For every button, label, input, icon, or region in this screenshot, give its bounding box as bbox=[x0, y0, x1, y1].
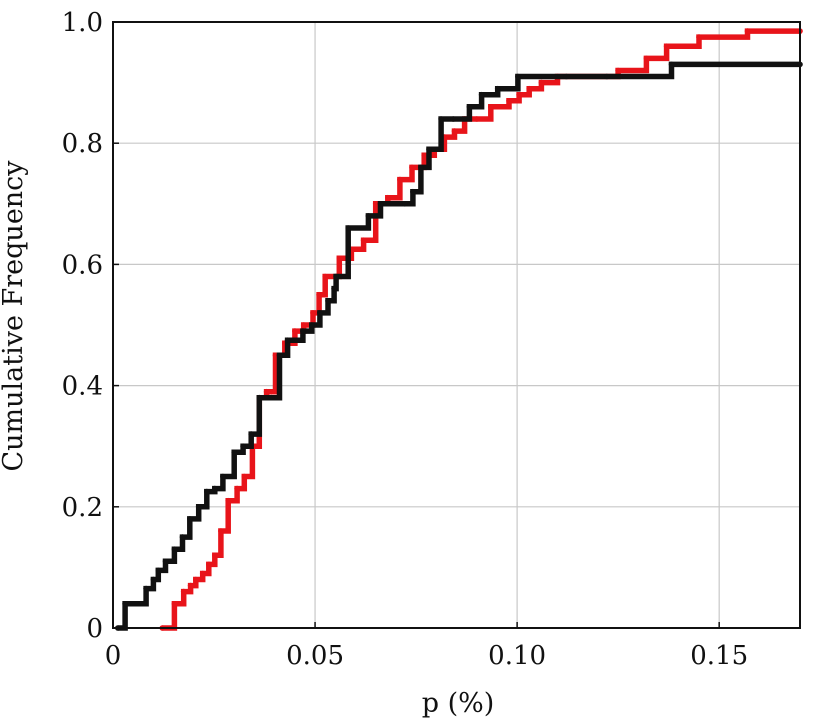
data-point bbox=[300, 322, 307, 328]
x-tick-label: 0.15 bbox=[690, 641, 748, 671]
data-point bbox=[171, 546, 178, 552]
data-point bbox=[276, 352, 283, 359]
data-point bbox=[426, 146, 432, 153]
data-point bbox=[180, 588, 187, 595]
data-point bbox=[171, 601, 178, 607]
y-tick-label: 0.2 bbox=[62, 493, 103, 523]
data-point bbox=[397, 176, 403, 183]
data-point bbox=[473, 116, 480, 122]
data-point bbox=[450, 116, 457, 122]
data-point bbox=[162, 558, 169, 565]
data-point bbox=[538, 79, 545, 86]
data-point bbox=[199, 570, 206, 577]
x-tick-label: 0 bbox=[105, 641, 122, 671]
series-2-points bbox=[115, 61, 803, 631]
data-point bbox=[506, 98, 512, 104]
data-point bbox=[268, 394, 275, 401]
data-point bbox=[248, 431, 254, 437]
data-point bbox=[526, 85, 532, 92]
data-point bbox=[316, 291, 322, 298]
data-point bbox=[234, 485, 240, 492]
data-point bbox=[193, 576, 199, 583]
data-point bbox=[663, 43, 670, 49]
data-point bbox=[322, 273, 329, 280]
data-point bbox=[438, 116, 444, 122]
data-point bbox=[204, 488, 210, 495]
data-point bbox=[478, 91, 485, 98]
data-point bbox=[696, 34, 702, 40]
data-point bbox=[744, 28, 751, 34]
data-point bbox=[225, 497, 231, 504]
data-point bbox=[292, 328, 298, 334]
data-point bbox=[643, 55, 650, 62]
data-point bbox=[377, 201, 384, 207]
grid bbox=[113, 22, 800, 628]
data-point bbox=[372, 201, 379, 207]
data-point bbox=[143, 585, 149, 592]
y-tick-label: 0 bbox=[86, 614, 103, 644]
ticks: 0 0.05 0.10 0.15 0 0.2 0.4 0.6 0.8 1.0 bbox=[62, 8, 748, 671]
data-point bbox=[409, 164, 415, 171]
data-point bbox=[668, 61, 675, 68]
data-point bbox=[604, 73, 610, 80]
x-tick-label: 0.10 bbox=[488, 641, 546, 671]
data-point bbox=[256, 394, 263, 401]
data-point bbox=[421, 152, 428, 159]
data-point bbox=[385, 194, 391, 201]
data-point bbox=[122, 601, 128, 607]
data-point bbox=[402, 201, 408, 207]
data-point bbox=[212, 485, 218, 492]
data-point bbox=[331, 285, 337, 292]
data-point bbox=[212, 552, 218, 559]
data-point bbox=[241, 473, 248, 480]
y-tick-label: 0.6 bbox=[62, 250, 103, 280]
data-point bbox=[345, 225, 352, 231]
series-line-1 bbox=[162, 28, 800, 631]
data-point bbox=[220, 473, 226, 480]
data-point bbox=[240, 443, 246, 450]
data-point bbox=[317, 310, 323, 316]
x-tick-label: 0.05 bbox=[286, 641, 344, 671]
data-point bbox=[231, 449, 237, 456]
y-axis-title: Cumulative Frequency bbox=[0, 160, 29, 472]
data-point bbox=[300, 328, 306, 334]
y-tick-label: 0.8 bbox=[62, 129, 103, 159]
plot-frame bbox=[112, 21, 801, 629]
data-point bbox=[451, 128, 458, 134]
data-point bbox=[360, 237, 367, 243]
data-point bbox=[515, 73, 521, 80]
data-point bbox=[336, 255, 343, 262]
series-layer bbox=[115, 28, 803, 631]
data-point bbox=[195, 504, 202, 510]
data-point bbox=[309, 322, 315, 328]
data-point bbox=[365, 213, 372, 219]
data-point bbox=[563, 73, 570, 80]
data-point bbox=[516, 91, 522, 98]
data-point bbox=[218, 528, 224, 534]
data-point bbox=[615, 67, 621, 74]
data-point bbox=[187, 582, 194, 589]
data-point bbox=[150, 576, 157, 583]
y-tick-label: 0.4 bbox=[62, 372, 103, 402]
data-point bbox=[418, 164, 424, 171]
data-point bbox=[284, 337, 291, 344]
data-point bbox=[488, 104, 494, 110]
data-point bbox=[333, 273, 339, 280]
data-point bbox=[179, 534, 186, 540]
data-point bbox=[410, 188, 416, 195]
data-point bbox=[155, 567, 162, 574]
data-point bbox=[494, 85, 501, 92]
data-point bbox=[206, 561, 212, 568]
x-axis-title: p (%) bbox=[422, 688, 495, 719]
data-point bbox=[187, 516, 193, 522]
data-point bbox=[325, 298, 331, 304]
data-point bbox=[310, 310, 316, 316]
data-point bbox=[263, 388, 270, 395]
y-tick-label: 1.0 bbox=[62, 8, 103, 38]
data-point bbox=[466, 104, 473, 110]
